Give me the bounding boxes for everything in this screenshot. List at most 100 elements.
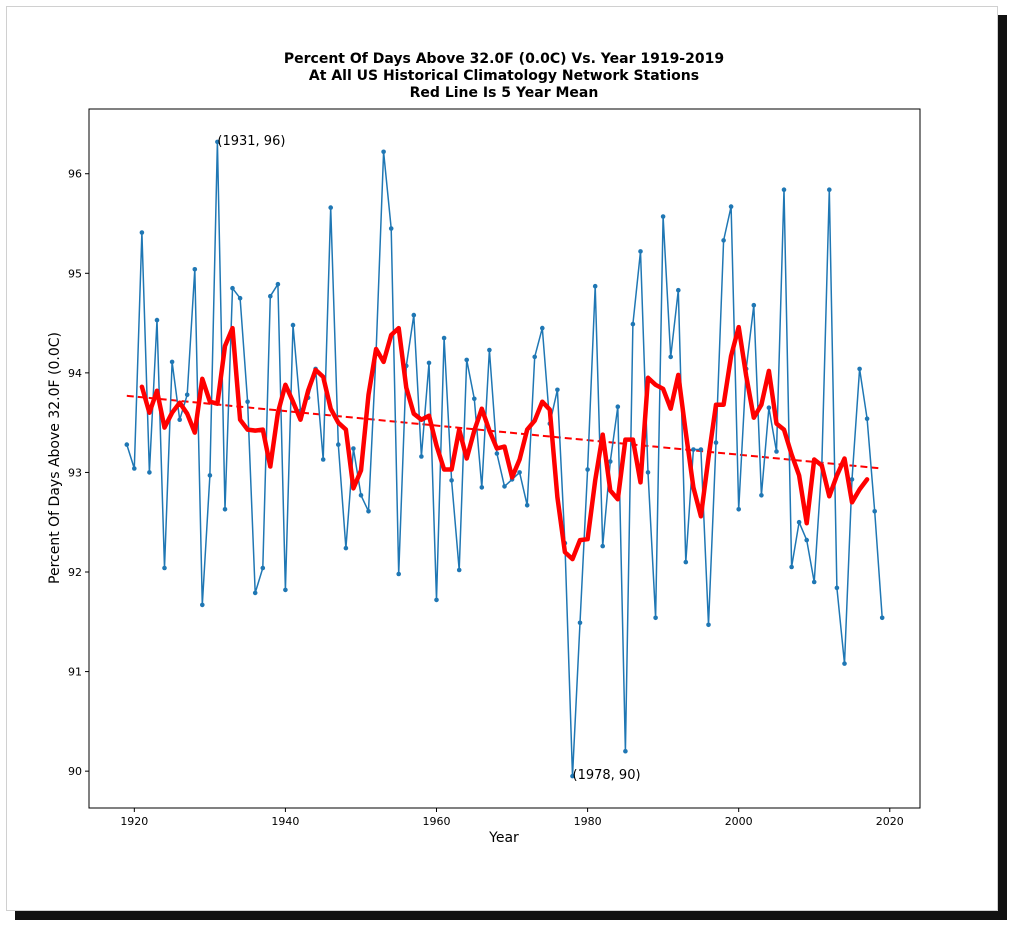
annual-data-point <box>721 238 726 243</box>
annual-data-point <box>343 545 349 551</box>
five-year-mean-layer <box>139 324 870 562</box>
annual-data-point <box>585 467 590 472</box>
trend-line <box>126 394 883 470</box>
annual-data-point <box>668 354 673 360</box>
annual-data-point <box>336 442 341 447</box>
annual-data-point <box>615 404 621 410</box>
annual-data-point <box>524 503 530 508</box>
y-tick-label: 92 <box>68 566 82 579</box>
annual-data-point <box>230 285 235 291</box>
y-axis-ticks: 90 91 92 93 94 95 96 <box>68 168 89 778</box>
annual-data-point <box>132 466 137 471</box>
annual-data-point <box>577 620 583 626</box>
annual-data-point <box>834 585 840 591</box>
annual-data-point <box>472 396 477 402</box>
annual-data-point <box>540 325 545 331</box>
annual-data-point <box>237 295 243 301</box>
annual-data-point <box>849 477 855 482</box>
annual-data-point <box>676 287 681 293</box>
x-tick-label: 2020 <box>876 815 904 828</box>
annual-data-point <box>154 317 160 323</box>
annual-data-point <box>419 454 424 459</box>
annual-data-point <box>864 416 870 422</box>
annual-data-point <box>200 602 205 608</box>
annual-data-point <box>260 565 266 571</box>
annual-data-point <box>713 440 719 445</box>
annual-data-point <box>736 507 741 512</box>
annual-data-point <box>570 773 575 779</box>
annual-data-point <box>600 543 605 549</box>
annual-data-point <box>411 312 417 318</box>
x-tick-label: 2000 <box>725 815 753 828</box>
annual-data-point <box>358 493 364 498</box>
annual-data-point <box>781 187 787 192</box>
y-axis-label: Percent Of Days Above 32.0F (0.0C) <box>47 332 63 584</box>
x-axis-ticks: 1920 1940 1960 1980 2000 2020 <box>120 808 904 828</box>
y-tick-label: 96 <box>68 168 82 181</box>
annotations-layer: (1931, 96) (1978, 90) <box>217 134 640 783</box>
annual-data-point <box>351 446 356 451</box>
annual-data-point <box>207 473 213 478</box>
annual-data-point <box>283 587 288 593</box>
annual-data-point <box>320 457 326 462</box>
annual-data-point <box>366 509 371 514</box>
x-tick-label: 1980 <box>574 815 602 828</box>
chart-title-line-1: Percent Of Days Above 32.0F (0.0C) Vs. Y… <box>284 51 724 67</box>
annual-data-point <box>751 302 757 308</box>
annual-data-point <box>275 281 281 287</box>
annual-data-point <box>426 360 432 366</box>
annual-data-point <box>638 249 643 254</box>
annual-data-point <box>759 493 764 498</box>
annual-data-point <box>441 335 447 341</box>
annual-data-point <box>517 470 522 475</box>
annual-data-point <box>796 519 802 525</box>
annual-data-point <box>660 214 666 219</box>
annual-data-point <box>804 537 809 543</box>
x-tick-label: 1920 <box>120 815 148 828</box>
annual-data-point <box>857 366 862 372</box>
annual-data-point <box>879 615 885 621</box>
annual-data-point <box>494 451 500 456</box>
annual-data-point <box>706 622 711 628</box>
annual-data-point <box>388 226 394 231</box>
annual-data-point <box>449 478 454 483</box>
annual-data-point <box>487 347 492 353</box>
annual-data-point <box>252 590 258 596</box>
annual-data-point <box>623 748 628 754</box>
plot-area-frame <box>88 108 921 809</box>
five-year-mean-line <box>139 324 870 562</box>
annual-data-point <box>169 359 175 365</box>
annual-data-point <box>653 615 658 621</box>
annual-data-point <box>630 321 636 327</box>
annual-data-point <box>245 399 250 405</box>
annual-data-point <box>827 187 832 192</box>
annual-data-point <box>396 571 402 577</box>
y-tick-label: 91 <box>68 666 82 679</box>
x-tick-label: 1940 <box>271 815 299 828</box>
annual-data-point <box>147 470 152 475</box>
annual-data-point <box>479 485 485 490</box>
screenshot-frame <box>6 6 998 911</box>
annual-data-point <box>842 661 847 666</box>
annual-data-point <box>789 564 794 570</box>
annual-data-point <box>698 447 704 452</box>
y-tick-label: 93 <box>68 466 82 479</box>
y-tick-label: 90 <box>68 765 82 778</box>
chart-title-line-2: At All US Historical Climatology Network… <box>309 68 699 84</box>
chart-title-line-3: Red Line Is 5 Year Mean <box>410 85 599 101</box>
annual-data-point <box>872 509 877 514</box>
annual-data-point <box>728 204 734 209</box>
trend-line-layer <box>126 394 883 470</box>
annual-data-point <box>691 447 696 452</box>
y-tick-label: 94 <box>68 367 82 380</box>
point-annotation: (1931, 96) <box>217 134 285 149</box>
annual-data-point <box>683 559 689 565</box>
annual-data-point <box>766 405 772 411</box>
annual-data-point <box>811 579 817 585</box>
annual-data-point <box>645 470 651 475</box>
annual-data-point <box>774 449 779 454</box>
annual-series-line <box>126 141 883 777</box>
annual-data-point <box>290 322 296 328</box>
annual-data-point <box>124 442 130 447</box>
